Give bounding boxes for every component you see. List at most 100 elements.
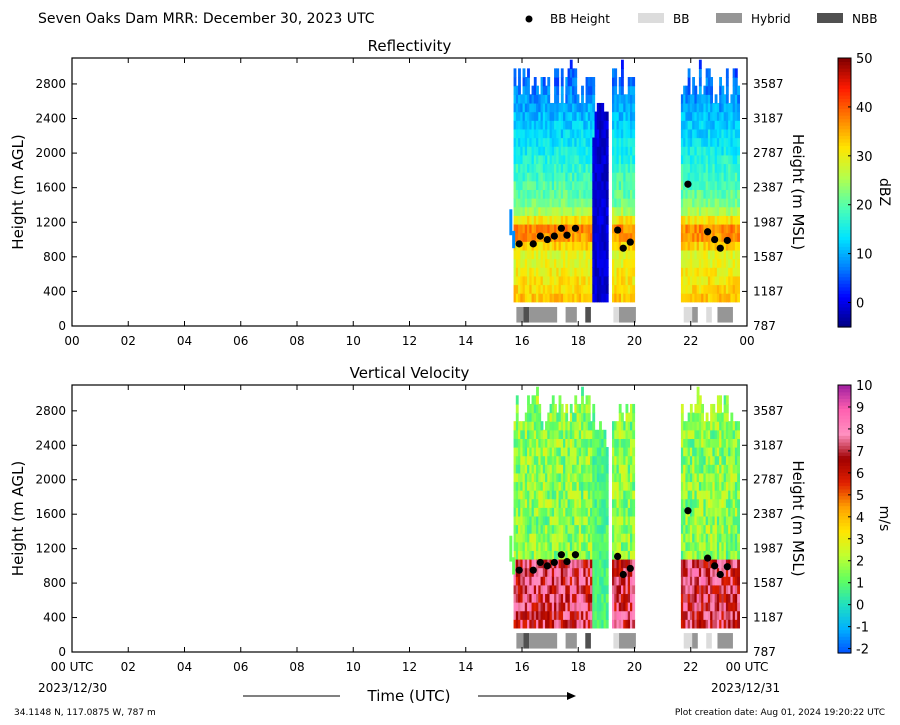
bb-height-point — [716, 244, 724, 252]
bb-height-point — [543, 235, 551, 244]
x-tick-label: 00 UTC — [51, 660, 94, 674]
colorbar-label: m/s — [876, 506, 892, 532]
bb-height-point — [529, 240, 537, 248]
y-tick-label-right: 3587 — [753, 77, 784, 91]
y-tick-label-right: 1587 — [753, 576, 784, 590]
x-tick-label: 16 — [514, 660, 529, 674]
x-tick-label: 12 — [402, 334, 417, 348]
colorbar-tick-label: 6 — [856, 467, 864, 482]
x-tick-label: 02 — [121, 660, 136, 674]
colorbar-tick-label: -1 — [856, 621, 869, 636]
x-tick-label: 02 — [121, 334, 136, 348]
y-tick-label-right: 2387 — [753, 181, 784, 195]
bb-height-point — [550, 558, 558, 567]
legend-bb-label: BB — [673, 12, 689, 26]
axes-frame — [71, 57, 748, 327]
y-tick-label: 1200 — [35, 542, 66, 556]
colorbar-tick-label: 3 — [856, 533, 864, 548]
y-axis-label-right: Height (m MSL) — [789, 134, 807, 250]
bb-height-point — [563, 231, 571, 239]
legend-bb-swatch — [638, 13, 664, 23]
bb-height-point — [684, 507, 692, 515]
y-tick-label-right: 787 — [753, 645, 776, 659]
x-tick-label: 18 — [571, 334, 586, 348]
bb-height-point — [716, 570, 724, 579]
y-tick-label-right: 787 — [753, 319, 776, 333]
y-tick-label: 2400 — [35, 112, 66, 126]
x-tick-label: 08 — [289, 334, 304, 348]
bb-type-segment — [529, 306, 558, 323]
end-date-label: 2023/12/31 — [711, 681, 780, 695]
y-axis-label-right: Height (m MSL) — [789, 460, 807, 576]
y-tick-label: 2800 — [35, 77, 66, 91]
bb-height-point — [619, 244, 627, 252]
bb-type-segment — [717, 633, 733, 649]
colorbar-tick-label: 8 — [856, 423, 864, 438]
y-tick-label: 0 — [58, 319, 66, 333]
x-tick-label: 04 — [177, 660, 192, 674]
bb-type-segment — [706, 633, 712, 649]
x-tick-label: 18 — [571, 660, 586, 674]
legend-nbb-swatch — [817, 13, 843, 23]
bb-type-segment — [692, 633, 698, 649]
bb-type-segment — [683, 633, 693, 649]
bb-type-segment — [516, 633, 524, 649]
legend: BB Height BB Hybrid NBB — [525, 12, 877, 26]
y-tick-label-right: 1587 — [753, 250, 784, 264]
bb-type-segment — [717, 306, 733, 323]
colorbar-tick-label: -2 — [856, 643, 869, 658]
y-tick-label-right: 3187 — [753, 112, 784, 126]
x-tick-label: 20 — [627, 660, 642, 674]
bb-height-point — [711, 562, 719, 570]
bb-type-segment — [619, 306, 636, 323]
colorbar-tick-label: 30 — [856, 150, 873, 165]
y-tick-label-right: 1187 — [753, 611, 784, 625]
colorbar-tick-label: 1 — [856, 577, 864, 592]
colorbar-tick-label: 0 — [856, 599, 864, 614]
bb-height-point — [571, 224, 580, 232]
x-tick-label: 06 — [233, 334, 248, 348]
bb-type-segment — [523, 306, 530, 323]
colorbar-tick-label: 0 — [856, 297, 864, 312]
bb-height-point — [536, 232, 544, 240]
bb-type-segment — [613, 633, 620, 649]
x-tick-label: 06 — [233, 660, 248, 674]
bb-height-point — [536, 558, 544, 567]
colorbar-tick-label: 7 — [856, 445, 864, 460]
axes-frame — [71, 384, 748, 653]
x-tick-label: 08 — [289, 660, 304, 674]
x-axis-label: Time (UTC) — [367, 687, 451, 705]
colorbar-tick-label: 50 — [856, 52, 873, 67]
x-tick-label: 12 — [402, 660, 417, 674]
creation-date-text: Plot creation date: Aug 01, 2024 19:20:2… — [675, 708, 885, 718]
bb-height-point — [557, 551, 565, 559]
colorbar-tick-label: 9 — [856, 401, 864, 416]
colorbar: 0 10 20 30 40 50 — [837, 52, 873, 328]
x-tick-label: 10 — [346, 334, 361, 348]
bb-type-segment — [523, 633, 530, 649]
colorbar-tick-label: 2 — [856, 555, 864, 570]
x-tick-label: 04 — [177, 334, 192, 348]
bb-type-segment — [516, 306, 524, 323]
legend-bb-height-label: BB Height — [550, 12, 610, 26]
heatmap-field — [509, 59, 741, 303]
y-tick-label: 2000 — [35, 146, 66, 160]
bb-height-point — [614, 226, 622, 234]
y-axis-label: Height (m AGL) — [9, 134, 27, 249]
y-tick-label-right: 2387 — [753, 507, 784, 521]
x-tick-label: 22 — [683, 334, 698, 348]
vertical-velocity-panel: Vertical Velocity04008001200160020002400… — [9, 364, 892, 674]
bb-height-point — [550, 232, 558, 240]
x-tick-label: 20 — [627, 334, 642, 348]
reflectivity-panel: Reflectivity0400800120016002000240028007… — [9, 37, 892, 348]
colorbar-tick-label: 20 — [856, 199, 873, 214]
y-tick-label: 2400 — [35, 438, 66, 452]
x-tick-label: 14 — [458, 660, 473, 674]
bb-height-point — [543, 562, 551, 570]
bb-height-point — [515, 240, 523, 248]
y-tick-label: 400 — [43, 611, 66, 625]
bb-type-segment — [565, 306, 577, 323]
y-tick-label: 800 — [43, 250, 66, 264]
y-tick-label-right: 3187 — [753, 438, 784, 452]
bb-height-point — [723, 236, 731, 245]
